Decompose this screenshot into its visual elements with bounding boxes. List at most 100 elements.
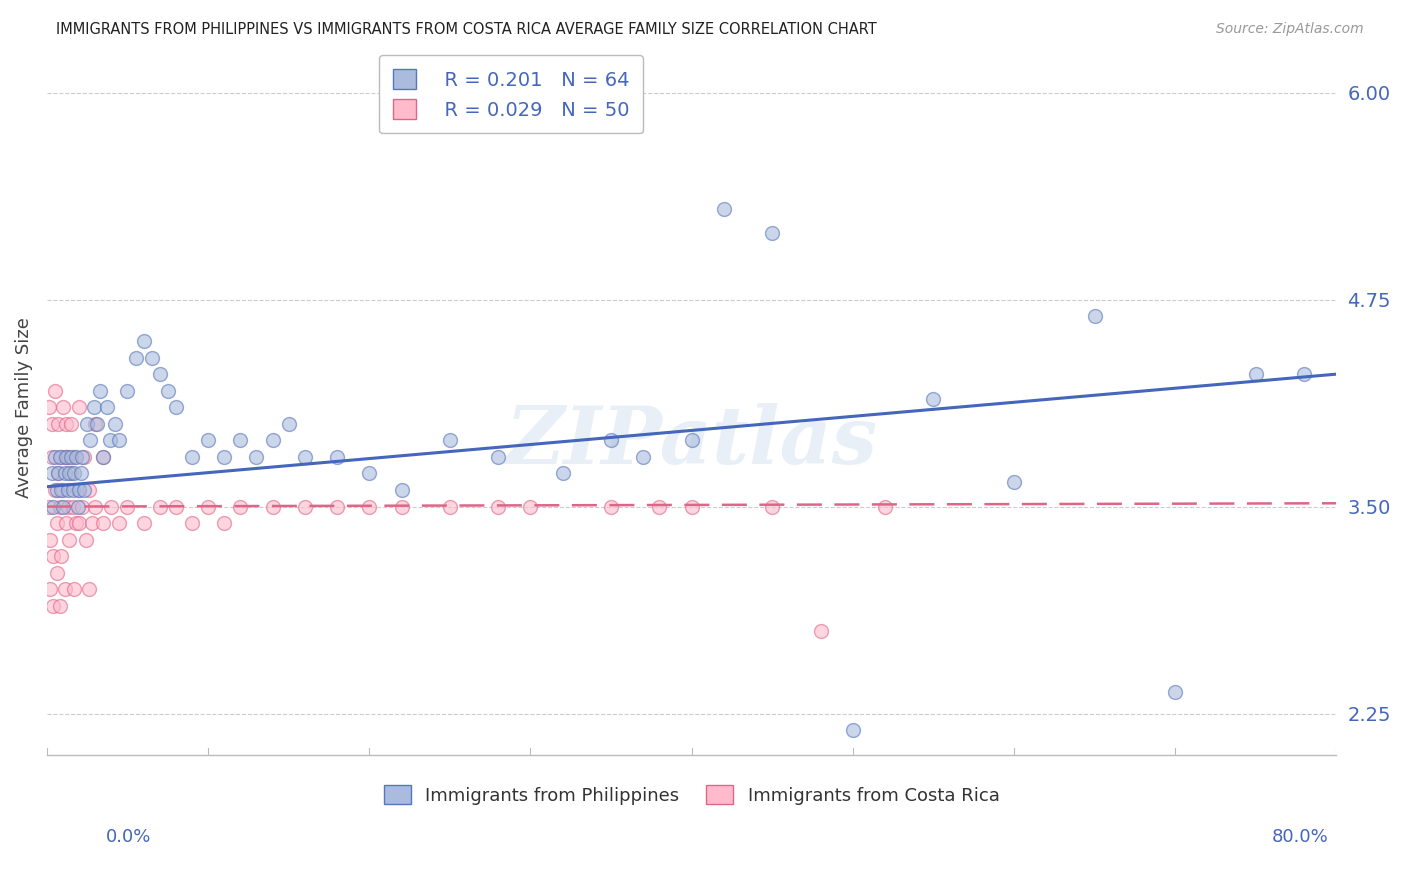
- Point: [86, 417, 108, 431]
- Point: [62, 500, 84, 514]
- Point: [37, 401, 59, 415]
- Point: [197, 500, 219, 514]
- Point: [84, 417, 107, 431]
- Point: [66, 483, 89, 497]
- Point: [69, 467, 91, 481]
- Point: [648, 500, 671, 514]
- Point: [83, 401, 105, 415]
- Point: [56, 483, 79, 497]
- Point: [76, 417, 98, 431]
- Point: [359, 500, 381, 514]
- Point: [42, 549, 65, 564]
- Point: [63, 582, 86, 597]
- Point: [439, 434, 461, 448]
- Point: [486, 500, 509, 514]
- Point: [391, 500, 413, 514]
- Point: [486, 450, 509, 464]
- Point: [262, 434, 284, 448]
- Point: [810, 624, 832, 638]
- Point: [44, 483, 66, 497]
- Legend: Immigrants from Philippines, Immigrants from Costa Rica: Immigrants from Philippines, Immigrants …: [373, 774, 1011, 815]
- Point: [761, 500, 783, 514]
- Point: [141, 351, 163, 365]
- Point: [326, 500, 349, 514]
- Point: [124, 351, 146, 365]
- Y-axis label: Average Family Size: Average Family Size: [15, 317, 32, 498]
- Point: [41, 467, 63, 481]
- Point: [39, 582, 62, 597]
- Point: [922, 392, 945, 406]
- Point: [60, 467, 83, 481]
- Point: [229, 500, 252, 514]
- Point: [108, 516, 131, 530]
- Point: [49, 500, 72, 514]
- Point: [51, 483, 73, 497]
- Point: [245, 450, 267, 464]
- Point: [52, 500, 75, 514]
- Point: [44, 384, 66, 398]
- Text: ZIPatlas: ZIPatlas: [506, 403, 877, 481]
- Point: [212, 516, 235, 530]
- Point: [359, 467, 381, 481]
- Point: [41, 417, 63, 431]
- Point: [46, 417, 69, 431]
- Point: [37, 500, 59, 514]
- Point: [262, 500, 284, 514]
- Text: 80.0%: 80.0%: [1272, 828, 1329, 846]
- Point: [132, 334, 155, 348]
- Point: [49, 599, 72, 613]
- Point: [294, 450, 316, 464]
- Point: [149, 367, 172, 381]
- Point: [46, 467, 69, 481]
- Point: [108, 434, 131, 448]
- Point: [277, 417, 299, 431]
- Point: [53, 467, 76, 481]
- Text: Source: ZipAtlas.com: Source: ZipAtlas.com: [1216, 22, 1364, 37]
- Text: 0.0%: 0.0%: [105, 828, 150, 846]
- Point: [181, 450, 204, 464]
- Point: [52, 483, 75, 497]
- Point: [56, 450, 79, 464]
- Point: [165, 401, 187, 415]
- Point: [79, 434, 101, 448]
- Point: [42, 599, 65, 613]
- Point: [229, 434, 252, 448]
- Point: [55, 450, 77, 464]
- Point: [89, 384, 111, 398]
- Point: [165, 500, 187, 514]
- Point: [55, 516, 77, 530]
- Point: [681, 434, 703, 448]
- Point: [100, 500, 122, 514]
- Point: [149, 500, 172, 514]
- Point: [73, 450, 96, 464]
- Point: [63, 450, 86, 464]
- Point: [52, 401, 75, 415]
- Point: [873, 500, 896, 514]
- Point: [67, 483, 90, 497]
- Point: [181, 516, 204, 530]
- Point: [62, 483, 84, 497]
- Point: [681, 500, 703, 514]
- Point: [212, 450, 235, 464]
- Point: [91, 516, 114, 530]
- Point: [67, 401, 90, 415]
- Point: [67, 516, 90, 530]
- Point: [156, 384, 179, 398]
- Point: [1002, 475, 1025, 489]
- Point: [84, 500, 107, 514]
- Point: [761, 227, 783, 241]
- Point: [1294, 367, 1316, 381]
- Point: [1164, 685, 1187, 699]
- Point: [91, 450, 114, 464]
- Point: [713, 202, 735, 216]
- Point: [77, 582, 100, 597]
- Point: [294, 500, 316, 514]
- Point: [49, 450, 72, 464]
- Point: [91, 450, 114, 464]
- Point: [65, 516, 87, 530]
- Point: [58, 533, 80, 547]
- Point: [439, 500, 461, 514]
- Point: [63, 467, 86, 481]
- Point: [117, 384, 139, 398]
- Point: [551, 467, 574, 481]
